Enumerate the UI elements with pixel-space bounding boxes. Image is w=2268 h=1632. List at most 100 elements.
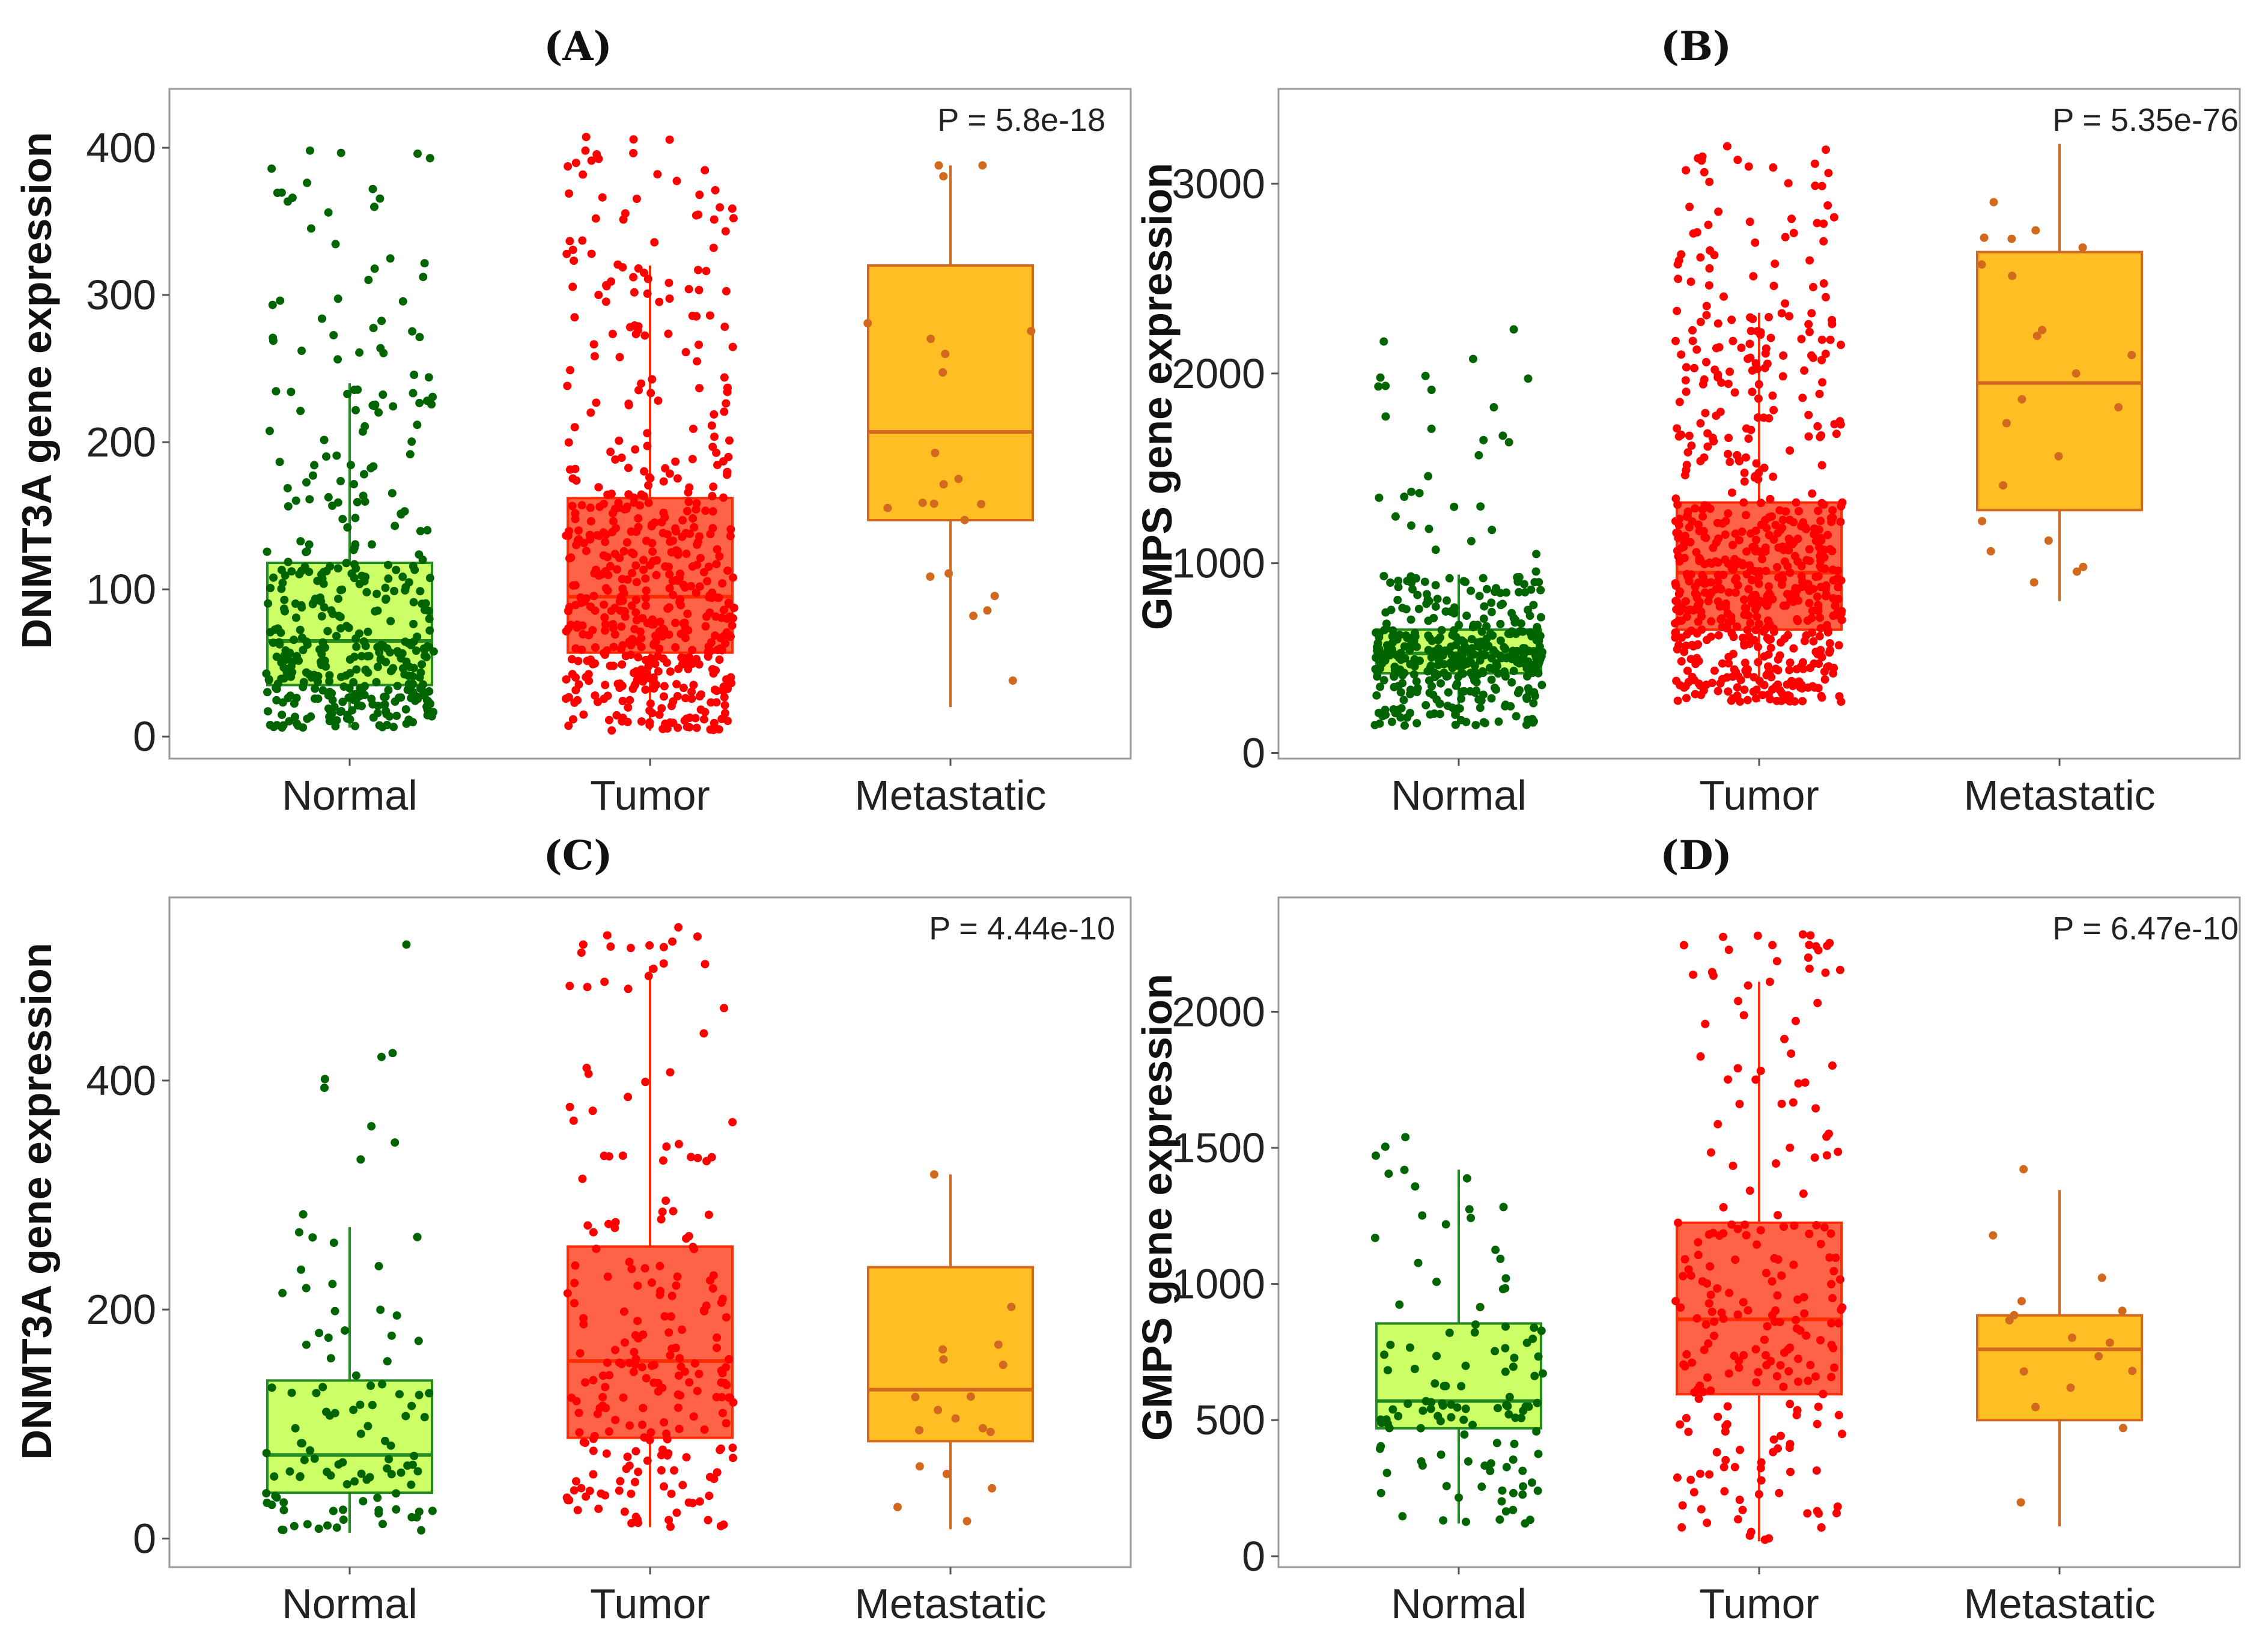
data-point [1789, 1260, 1798, 1269]
data-point [1747, 327, 1756, 335]
data-point [1719, 932, 1727, 941]
data-point [918, 499, 927, 507]
data-point [640, 1264, 649, 1273]
data-point [583, 657, 592, 666]
data-point [1742, 604, 1751, 613]
data-point [1407, 578, 1416, 587]
data-point [1816, 517, 1825, 526]
data-point [588, 1106, 597, 1115]
data-point [284, 694, 293, 703]
data-point [606, 942, 615, 951]
panel-d-box-metastatic [1976, 1190, 2143, 1527]
data-point [1807, 351, 1816, 360]
data-point [1722, 623, 1731, 632]
data-point [1728, 1161, 1737, 1170]
data-point [1446, 607, 1455, 616]
data-point [1835, 965, 1844, 974]
data-point [420, 259, 429, 268]
data-point [1501, 1507, 1510, 1516]
data-point [377, 317, 386, 326]
data-point [386, 648, 395, 657]
data-point [383, 1464, 392, 1473]
data-point [269, 573, 278, 582]
data-point [1754, 380, 1763, 389]
data-point [1724, 559, 1733, 568]
data-point [643, 441, 652, 450]
panel-c-box-tumor [567, 966, 734, 1527]
data-point [1501, 1284, 1510, 1293]
panel-d-points-normal [1370, 1133, 1547, 1528]
data-point [1679, 1272, 1688, 1281]
data-point [1455, 620, 1464, 629]
data-point [639, 556, 648, 565]
data-point [1819, 279, 1828, 288]
panel-a-y-tick-label: 400 [86, 124, 156, 171]
data-point [1485, 664, 1494, 672]
data-point [268, 300, 277, 309]
data-point [1745, 1531, 1754, 1540]
data-point [1710, 666, 1719, 675]
data-point [1763, 599, 1772, 608]
data-point [1789, 1098, 1798, 1107]
data-point [1764, 690, 1773, 699]
data-point [1424, 596, 1433, 605]
data-point [380, 693, 388, 702]
data-point [622, 538, 631, 547]
panel-b-y-tick-label: 2000 [1172, 350, 1265, 397]
data-point [1426, 710, 1435, 719]
data-point [1754, 642, 1762, 651]
data-point [706, 530, 715, 539]
data-point [1827, 1373, 1835, 1382]
data-point [1734, 1363, 1744, 1372]
data-point [1780, 1222, 1788, 1231]
data-point [1816, 1336, 1825, 1345]
data-point [620, 1507, 629, 1516]
data-point [1748, 366, 1757, 375]
panel-d-y-tick-label: 0 [1242, 1533, 1265, 1580]
data-point [579, 1314, 588, 1323]
data-point [1727, 1220, 1736, 1229]
data-point [710, 432, 719, 441]
data-point [392, 1489, 401, 1498]
data-point [371, 607, 380, 616]
data-point [1737, 344, 1746, 352]
panel-b-y-tick-label: 1000 [1172, 540, 1265, 587]
panel-a-points-normal [262, 146, 438, 732]
data-point [671, 1344, 680, 1352]
data-point [578, 236, 587, 245]
data-point [1821, 584, 1830, 593]
data-point [1834, 641, 1843, 650]
data-point [660, 513, 669, 522]
data-point [389, 723, 398, 732]
panel-b-points-normal [1370, 325, 1546, 730]
data-point [314, 694, 323, 703]
data-point [722, 287, 731, 296]
data-point [1455, 1493, 1463, 1502]
data-point [402, 940, 411, 949]
data-point [384, 560, 392, 569]
data-point [391, 521, 400, 530]
data-point [1373, 668, 1382, 677]
panel-c-box-metastatic [867, 1174, 1034, 1530]
data-point [1758, 554, 1766, 563]
data-point [299, 1210, 308, 1219]
data-point [367, 694, 376, 703]
data-point [1792, 1315, 1800, 1324]
data-point [1487, 598, 1496, 607]
data-point [642, 593, 650, 602]
data-point [567, 620, 575, 629]
data-point [1452, 681, 1461, 690]
data-point [1390, 663, 1399, 672]
data-point [610, 630, 619, 639]
data-point [1835, 611, 1843, 620]
data-point [262, 669, 271, 678]
data-point [1406, 709, 1415, 717]
data-point [1838, 1430, 1846, 1439]
data-point [408, 327, 417, 336]
data-point [1733, 156, 1742, 165]
data-point [682, 714, 691, 723]
panel-a-p-value: P = 5.8e-18 [937, 102, 1105, 138]
data-point [1800, 1309, 1809, 1318]
data-point [1688, 326, 1697, 335]
